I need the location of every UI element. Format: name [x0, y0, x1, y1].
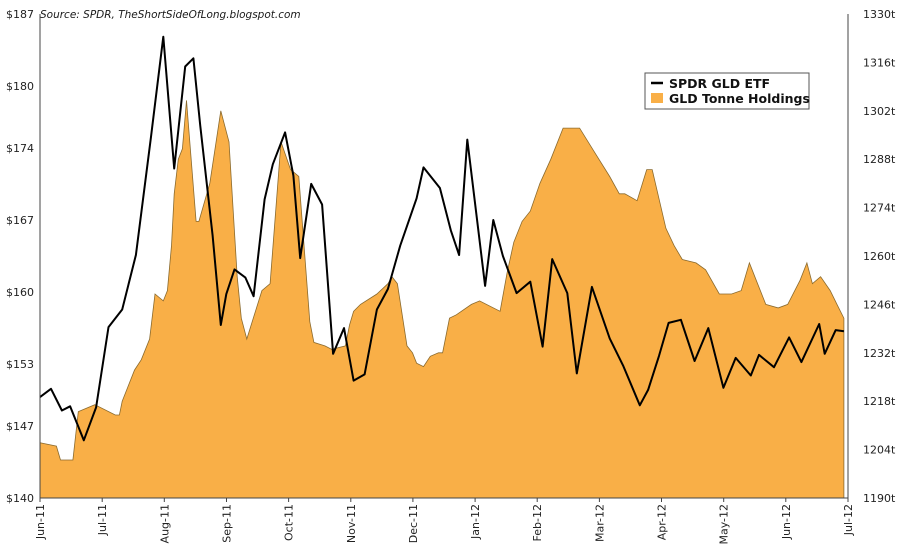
x-tick-label: Feb-12 — [531, 504, 544, 541]
right-tick-label: 1260t — [863, 250, 896, 263]
right-tick-label: 1288t — [863, 153, 896, 166]
series-area-gld-tonne-holdings — [39, 100, 845, 499]
right-tick-label: 1330t — [863, 8, 896, 21]
left-tick-label: $174 — [6, 142, 34, 155]
source-note: Source: SPDR, TheShortSideOfLong.blogspo… — [40, 9, 301, 21]
left-tick-label: $140 — [6, 492, 34, 505]
left-tick-label: $147 — [6, 420, 34, 433]
x-tick-label: Dec-11 — [407, 504, 420, 543]
right-tick-label: 1218t — [863, 395, 896, 408]
right-tick-label: 1246t — [863, 298, 896, 311]
plot-area — [39, 35, 845, 499]
x-tick-label: Sep-11 — [221, 504, 234, 543]
x-tick-label: Apr-12 — [656, 504, 669, 540]
right-tick-label: 1302t — [863, 105, 896, 118]
x-tick-label: Mar-12 — [593, 504, 606, 542]
x-tick-label: Jun-12 — [780, 504, 793, 540]
x-tick-label: Oct-11 — [283, 504, 296, 541]
x-tick-label: Jun-11 — [34, 504, 47, 540]
series-line-spdr-gld-etf — [39, 35, 845, 442]
axes — [39, 14, 849, 499]
x-tick-label: Aug-11 — [158, 504, 171, 543]
legend: SPDR GLD ETF GLD Tonne Holdings — [644, 72, 810, 110]
x-tick-label: Jul-11 — [96, 504, 109, 536]
right-axis-ticks: 1190t 1204t 1218t 1232t 1246t 1260t 1274t 1288t… — [863, 8, 896, 505]
x-axis-ticks: Jun-11 Jul-11 Aug-11 Sep-11 Oct-11 Nov-11 Dec-… — [34, 498, 855, 545]
left-tick-label: $167 — [6, 214, 34, 227]
left-tick-label: $153 — [6, 358, 34, 371]
left-axis-ticks: $140 $147 $153 $160 $167 $174 $180 $187 — [6, 8, 34, 505]
legend-box — [644, 72, 810, 110]
x-tick-label: Nov-11 — [345, 504, 358, 543]
right-tick-label: 1204t — [863, 444, 896, 457]
left-tick-label: $180 — [6, 80, 34, 93]
right-tick-label: 1232t — [863, 347, 896, 360]
legend-label-gld-tonne-holdings: GLD Tonne Holdings — [669, 91, 810, 106]
x-tick-label: May-12 — [718, 504, 731, 545]
x-tick-label: Jul-12 — [842, 504, 855, 536]
left-tick-label: $160 — [6, 286, 34, 299]
left-tick-label: $187 — [6, 8, 34, 21]
legend-area-swatch — [651, 93, 663, 103]
right-tick-label: 1190t — [863, 492, 896, 505]
right-tick-label: 1274t — [863, 202, 896, 215]
x-tick-label: Jan-12 — [469, 504, 482, 540]
right-tick-label: 1316t — [863, 56, 896, 69]
legend-label-spdr-gld-etf: SPDR GLD ETF — [669, 76, 770, 91]
